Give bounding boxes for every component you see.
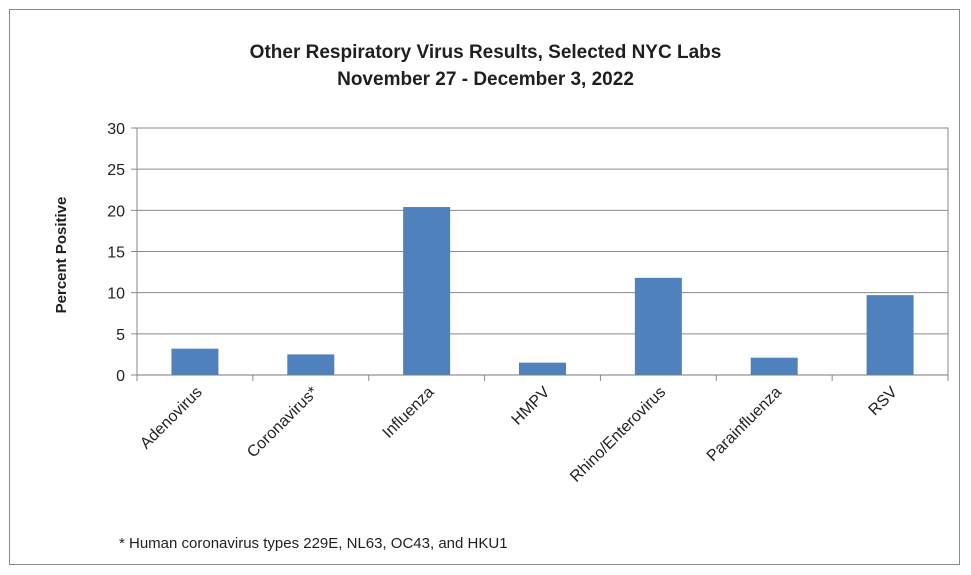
- axes: 0 5 10 15 20 25 30 Adenovirus Coronavirus* Influe…: [107, 121, 949, 486]
- bar-coronavirus: [287, 354, 335, 375]
- y-tick-label: 15: [107, 245, 125, 262]
- x-tick-label: Adenovirus: [137, 384, 206, 453]
- x-tick-label: Parainfluenza: [704, 384, 785, 465]
- y-axis-label: Percent Positive: [53, 197, 70, 314]
- bar-parainfluenza: [750, 357, 798, 375]
- y-tick-label: 30: [107, 121, 125, 138]
- footnote: * Human coronavirus types 229E, NL63, OC…: [119, 535, 508, 552]
- y-tick-label: 0: [116, 368, 125, 385]
- x-tick-label: Influenza: [380, 384, 438, 442]
- y-tick-label: 10: [107, 286, 125, 303]
- bars: [171, 207, 914, 375]
- bar-adenovirus: [171, 348, 219, 375]
- y-tick-label: 5: [116, 327, 125, 344]
- chart-frame: [9, 9, 960, 565]
- y-tick-label: 20: [107, 203, 125, 220]
- chart-title: Other Respiratory Virus Results, Selecte…: [0, 39, 971, 93]
- gridlines: [136, 127, 949, 376]
- bar-hmpv: [519, 362, 566, 375]
- x-tick-label: HMPV: [509, 384, 554, 429]
- chart-title-line-2: November 27 - December 3, 2022: [337, 69, 634, 90]
- bar-influenza: [403, 207, 451, 375]
- y-tick-label: 25: [107, 162, 125, 179]
- x-tick-label: RSV: [866, 384, 902, 420]
- bar-rhino-enterovirus: [634, 277, 682, 375]
- bar-rsv: [866, 295, 914, 375]
- x-tick-label: Rhino/Enterovirus: [567, 384, 669, 486]
- chart-title-line-1: Other Respiratory Virus Results, Selecte…: [249, 42, 722, 63]
- x-tick-label: Coronavirus*: [244, 384, 321, 461]
